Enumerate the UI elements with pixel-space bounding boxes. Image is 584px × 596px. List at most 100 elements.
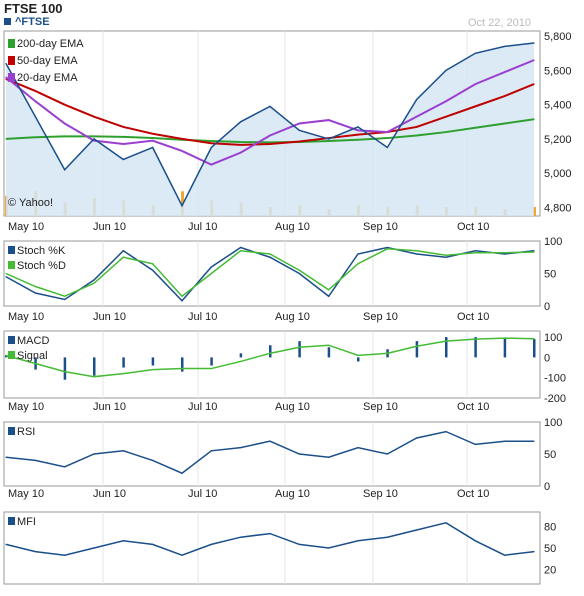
ema200-line-point xyxy=(474,127,476,129)
ema200-line-point xyxy=(328,140,330,142)
ema20-line-point xyxy=(298,122,300,125)
x-tick-label: Jul 10 xyxy=(188,311,217,323)
ema50-line-point xyxy=(474,105,476,107)
ema200-line-point xyxy=(504,122,506,125)
ema20-line-point xyxy=(504,71,506,73)
mfi-point xyxy=(298,543,300,546)
price-line-point xyxy=(328,138,330,140)
rsi-point xyxy=(210,450,212,452)
ema50-line-point xyxy=(240,144,242,146)
stochastic-point xyxy=(181,295,183,297)
price-line-point xyxy=(93,138,95,140)
x-tick-label: Oct 10 xyxy=(457,401,489,413)
mfi-point xyxy=(474,540,476,542)
x-tick-label: May 10 xyxy=(8,488,44,500)
stochastic-point xyxy=(298,272,300,275)
mfi-point xyxy=(210,543,212,546)
signal-point xyxy=(416,345,418,347)
ema200-line-point xyxy=(240,141,242,143)
stochastic-point xyxy=(298,269,300,271)
legend-ema20-swatch xyxy=(8,73,15,82)
ema20-line-point xyxy=(64,122,66,125)
mfi-legend-label: MFI xyxy=(17,516,36,528)
x-tick-label: Aug 10 xyxy=(275,221,310,233)
price-line-point xyxy=(269,105,271,107)
x-tick-label: May 10 xyxy=(8,311,44,323)
panel-mfi-frame xyxy=(3,511,541,585)
price-line-point xyxy=(298,129,300,131)
price-line-point xyxy=(474,52,476,54)
ema20-line-point xyxy=(386,131,388,133)
price-line-point xyxy=(34,116,36,118)
ema20-line-point xyxy=(416,116,418,118)
mfi-point xyxy=(416,529,418,531)
ema200-line-point xyxy=(416,134,418,137)
rsi-point xyxy=(328,456,330,458)
legend-ema200-label: 200-day EMA xyxy=(17,38,84,50)
mfi-point xyxy=(240,536,242,538)
rsi-point xyxy=(533,440,535,442)
rsi-point xyxy=(504,440,506,442)
rsi-point xyxy=(269,440,271,442)
ema50-line-point xyxy=(416,126,418,128)
macd-bar xyxy=(327,347,331,358)
price-y-tick: 5,200 xyxy=(544,134,572,146)
mfi-point xyxy=(504,554,506,556)
legend-ema50-label: 50-day EMA xyxy=(17,55,78,67)
x-tick-label: Jun 10 xyxy=(93,401,126,413)
mfi-point xyxy=(34,551,36,553)
ema200-line-point xyxy=(445,131,447,133)
macd-bar xyxy=(93,357,96,376)
stochastic-point xyxy=(357,253,359,255)
price-y-tick: 5,800 xyxy=(544,31,572,43)
x-tick-label: Jun 10 xyxy=(93,311,126,323)
ema20-line-point xyxy=(93,140,95,142)
rsi-point xyxy=(5,456,7,458)
stochastic-legend-swatch xyxy=(8,246,15,254)
stochastic-point xyxy=(474,250,476,252)
mfi-point xyxy=(328,547,330,549)
stochastic-point xyxy=(386,248,388,250)
volume-bar xyxy=(533,207,536,216)
ticker-label: ^FTSE xyxy=(4,16,50,28)
signal-point xyxy=(298,346,300,348)
x-tick-label: Sep 10 xyxy=(363,311,398,323)
x-tick-label: Oct 10 xyxy=(457,311,489,323)
mfi-point xyxy=(64,554,66,556)
ema20-line-point xyxy=(240,152,242,154)
panel-macd-frame xyxy=(3,330,541,399)
stochastic-point xyxy=(122,256,124,258)
rsi-point xyxy=(93,453,95,455)
price-line-point xyxy=(210,146,212,149)
price-line-point xyxy=(357,126,359,128)
price-y-tick: 4,800 xyxy=(544,202,572,214)
panel-stochastic-frame xyxy=(3,240,541,307)
price-line-point xyxy=(64,169,66,171)
stochastic-point xyxy=(210,266,212,268)
rsi-point xyxy=(34,459,36,461)
stochastic-point xyxy=(5,272,7,275)
signal-point xyxy=(504,337,506,339)
ticker-text: ^FTSE xyxy=(15,16,50,28)
rsi-legend-swatch xyxy=(8,427,15,435)
rsi-point xyxy=(386,453,388,455)
stochastic-point xyxy=(240,250,242,252)
macd-bar xyxy=(239,353,243,358)
signal-point xyxy=(328,344,330,346)
ema50-line-point xyxy=(64,104,66,106)
ema200-line-point xyxy=(64,135,66,137)
x-tick-label: Jul 10 xyxy=(188,488,217,500)
x-tick-label: Sep 10 xyxy=(363,488,398,500)
x-tick-label: Aug 10 xyxy=(275,311,310,323)
x-tick-label: Jul 10 xyxy=(188,401,217,413)
stochastic-point xyxy=(328,295,330,297)
ema20-line-point xyxy=(181,150,183,152)
stochastic-point xyxy=(93,282,95,284)
macd-bar xyxy=(533,339,536,358)
stochastic-point xyxy=(93,279,95,281)
stochastic-point xyxy=(240,246,242,249)
price-line-point xyxy=(504,45,506,48)
ema200-line-point xyxy=(210,140,212,142)
rsi-point xyxy=(357,447,359,449)
signal-point xyxy=(357,354,359,356)
